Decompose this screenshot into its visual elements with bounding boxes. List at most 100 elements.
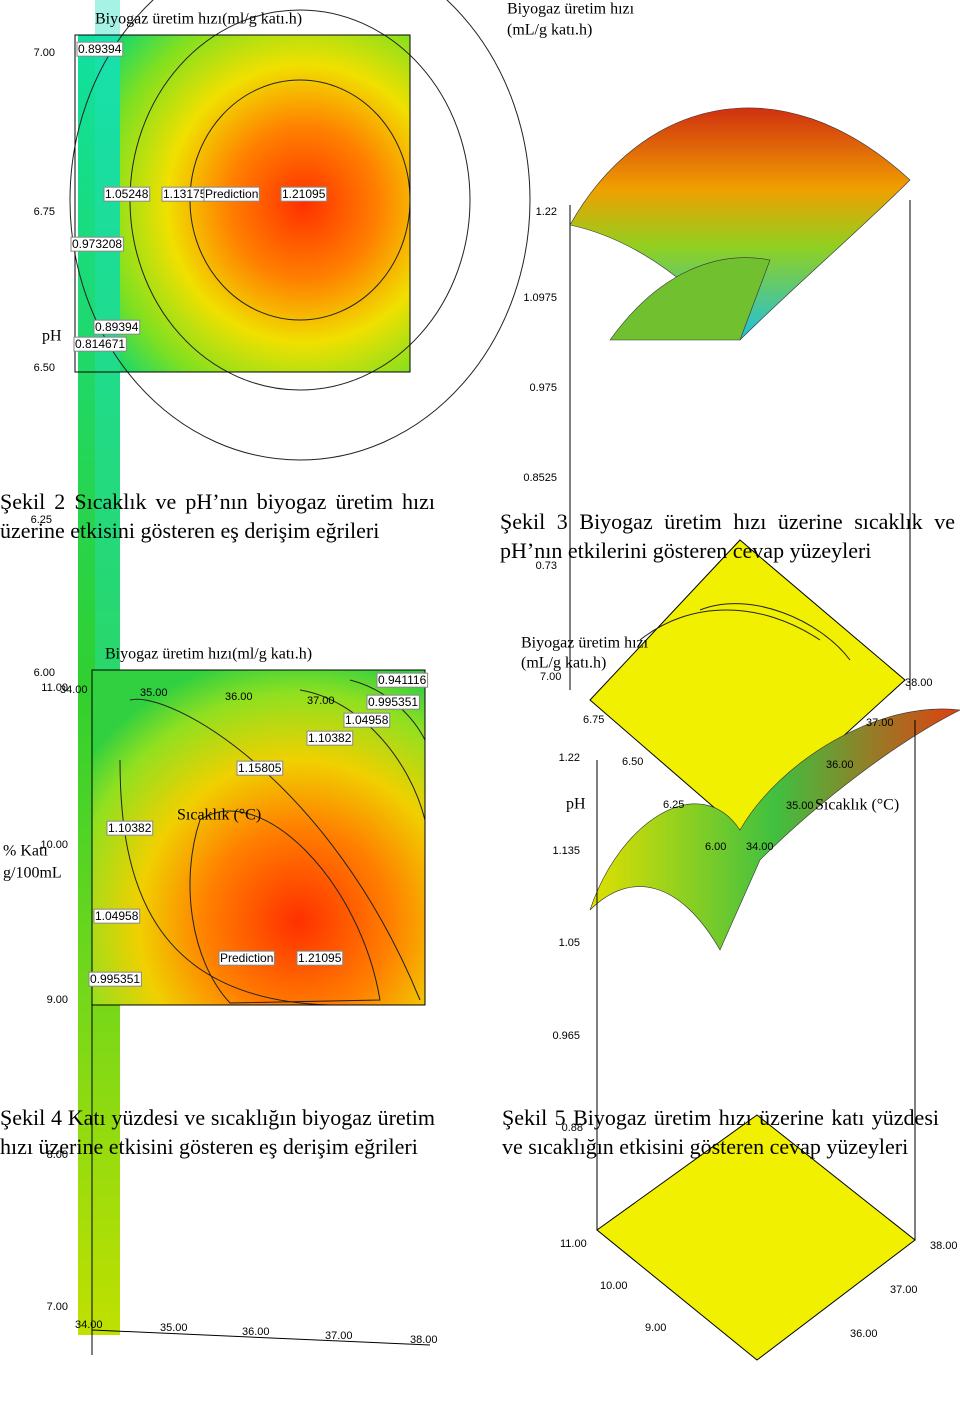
contour-label: 0.941116	[378, 673, 427, 687]
contour-label: 1.04958	[95, 909, 139, 923]
z-tick-label: 0.88	[562, 1122, 583, 1134]
axis-label: pH	[42, 328, 62, 345]
temp-tick-label: 36.00	[826, 759, 854, 771]
solid-tick-label: 11.00	[560, 1238, 587, 1250]
figure-3-surface	[569, 107, 911, 831]
z-tick-label: 1.22	[559, 752, 580, 764]
caption: Şekil 4 Katı yüzdesi ve sıcaklığın biyog…	[0, 1105, 435, 1159]
label-box	[366, 694, 420, 710]
label-box	[103, 186, 151, 202]
plot-title: Biyogaz üretim hızı(ml/g katı.h)	[95, 11, 302, 28]
contour-label: 1.21095	[282, 187, 326, 201]
caption: Şekil 5 Biyogaz üretim hızı üzerine katı…	[502, 1105, 939, 1159]
y-tick-label: 6.50	[34, 362, 55, 374]
temp-tick-label: 34.00	[746, 841, 774, 853]
z-tick-label: 0.73	[536, 560, 557, 572]
x-tick-label: 37.00	[307, 695, 335, 707]
x-tick-label: 36.00	[225, 691, 253, 703]
label-box	[280, 186, 328, 202]
z-tick-label: 0.965	[552, 1030, 580, 1042]
temp-tick-label: 36.00	[850, 1328, 878, 1340]
axis-label: % Katı	[3, 843, 48, 860]
plot-title: (mL/g katı.h)	[507, 22, 592, 39]
label-box	[93, 319, 141, 335]
z-tick-label: 1.05	[559, 937, 580, 949]
contour-label: Prediction	[205, 187, 258, 201]
y-tick-label: 7.00	[47, 1301, 68, 1313]
y-tick-label: 6.75	[34, 206, 55, 218]
contour-label: 0.995351	[368, 695, 418, 709]
contour-label: Prediction	[220, 951, 273, 965]
z-tick-label: 0.975	[529, 382, 557, 394]
x-tick-label: 35.00	[160, 1322, 188, 1334]
temp-tick-label: 38.00	[905, 677, 933, 689]
z-tick-label: 1.135	[552, 845, 580, 857]
y-tick-label: 6.25	[31, 514, 52, 526]
solid-tick-label: 10.00	[600, 1280, 628, 1292]
y-tick-label: 10.00	[40, 839, 68, 851]
ph-tick-label: 6.25	[663, 799, 684, 811]
axis-label: Sıcaklık (°C)	[815, 797, 899, 814]
ph-tick-label: 6.75	[583, 714, 604, 726]
contour-label: 1.10382	[308, 731, 352, 745]
z-tick-label: 0.8525	[523, 472, 557, 484]
y-tick-label: 7.00	[34, 47, 55, 59]
x-tick-label: 34.00	[60, 684, 88, 696]
y-tick-label: 11.00	[41, 682, 68, 694]
label-box	[236, 760, 284, 776]
label-box	[296, 950, 344, 966]
x-tick-label: 37.00	[325, 1330, 353, 1342]
axis-label: Sıcaklık (°C)	[177, 807, 261, 824]
axis-label: g/100mL	[3, 865, 62, 882]
contour-label: 0.89394	[95, 320, 139, 334]
z-tick-label: 1.0975	[523, 292, 557, 304]
plot-title: (mL/g katı.h)	[521, 655, 606, 672]
label-box	[218, 950, 275, 966]
contour-label: 1.21095	[298, 951, 342, 965]
label-box	[73, 336, 127, 352]
label-box	[76, 41, 124, 57]
contour-label: 1.15805	[238, 761, 282, 775]
contour-label: 1.04958	[345, 713, 389, 727]
temp-tick-label: 37.00	[866, 717, 894, 729]
ph-tick-label: 6.50	[622, 756, 643, 768]
caption: Şekil 2 Sıcaklık ve pH’nın biyogaz üreti…	[0, 489, 435, 543]
y-tick-label: 9.00	[47, 994, 68, 1006]
axis-label: pH	[566, 796, 586, 813]
temp-tick-label: 38.00	[930, 1240, 958, 1252]
z-tick-label: 1.22	[536, 206, 557, 218]
plot-title: Biyogaz üretim hızı(ml/g katı.h)	[105, 646, 312, 663]
contour-label: 1.13175	[163, 187, 207, 201]
label-box	[203, 186, 260, 202]
x-tick-label: 34.00	[75, 1319, 103, 1331]
contour-label: 0.973208	[72, 237, 122, 251]
label-box	[376, 672, 429, 688]
label-box	[343, 712, 391, 728]
figure-5-surface	[589, 708, 960, 1361]
contour-label: 0.89394	[78, 42, 122, 56]
label-box	[106, 820, 154, 836]
temp-tick-label: 35.00	[786, 800, 814, 812]
plot-title: Biyogaz üretim hızı	[507, 1, 635, 18]
label-box	[306, 730, 354, 746]
x-tick-label: 36.00	[242, 1326, 270, 1338]
label-box	[93, 908, 141, 924]
y-tick-label: 6.00	[34, 667, 55, 679]
contour-label: 0.995351	[90, 972, 140, 986]
label-box	[88, 971, 142, 987]
ph-tick-label: 6.00	[705, 841, 726, 853]
ph-tick-label: 7.00	[540, 671, 561, 683]
x-tick-label: 38.00	[410, 1334, 438, 1346]
x-tick-label: 35.00	[140, 687, 168, 699]
plot-title: Biyogaz üretim hızı	[521, 635, 649, 652]
y-tick-label: 8.00	[47, 1149, 68, 1161]
caption: Şekil 3 Biyogaz üretim hızı üzerine sıca…	[500, 509, 955, 563]
label-box	[70, 236, 124, 252]
solid-tick-label: 9.00	[645, 1322, 666, 1334]
contour-label: 0.814671	[75, 337, 125, 351]
contour-label: 1.05248	[105, 187, 149, 201]
temp-tick-label: 37.00	[890, 1284, 918, 1296]
contour-label: 1.10382	[108, 821, 152, 835]
